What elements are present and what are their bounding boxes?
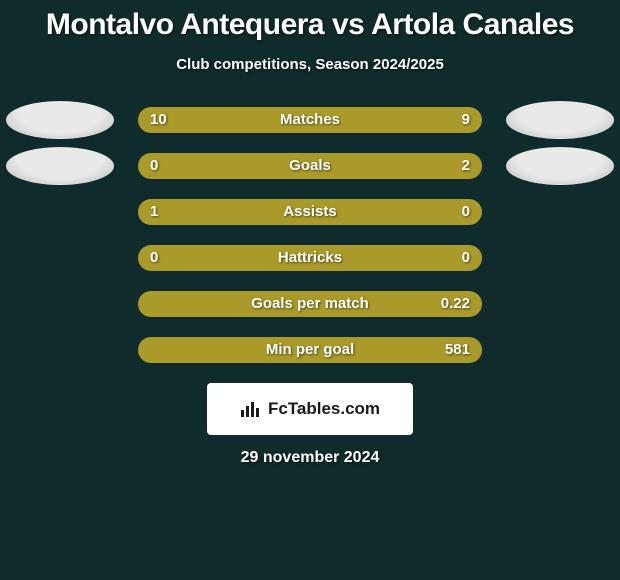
- stat-label: Hattricks: [138, 245, 482, 271]
- content-root: Montalvo Antequera vs Artola Canales Clu…: [0, 0, 620, 580]
- stats-area: 109Matches 02Goals 10Assists 00Hattricks 0.2…: [0, 107, 620, 365]
- stat-label: Goals per match: [138, 291, 482, 317]
- stat-row: 0.22Goals per match: [0, 291, 620, 319]
- stat-row: 00Hattricks: [0, 245, 620, 273]
- bar-chart-icon: [240, 400, 262, 418]
- player-left-avatar: [6, 147, 114, 185]
- stat-row: 10Assists: [0, 199, 620, 227]
- stat-label: Assists: [138, 199, 482, 225]
- stat-label: Min per goal: [138, 337, 482, 363]
- player-right-avatar: [506, 101, 614, 139]
- stat-row: 581Min per goal: [0, 337, 620, 365]
- player-left-avatar: [6, 101, 114, 139]
- stat-row: 02Goals: [0, 153, 620, 181]
- player-right-avatar: [506, 147, 614, 185]
- publish-date: 29 november 2024: [0, 449, 620, 467]
- stat-row: 109Matches: [0, 107, 620, 135]
- source-badge-text: FcTables.com: [268, 399, 380, 419]
- page-subtitle: Club competitions, Season 2024/2025: [0, 56, 620, 73]
- source-badge: FcTables.com: [207, 383, 413, 435]
- stat-label: Goals: [138, 153, 482, 179]
- page-title: Montalvo Antequera vs Artola Canales: [0, 8, 620, 42]
- stat-label: Matches: [138, 107, 482, 133]
